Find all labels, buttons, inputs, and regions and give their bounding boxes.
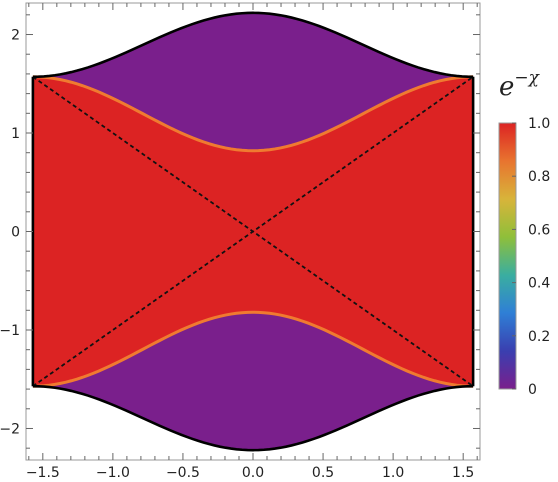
x-tick-label: 1.5 xyxy=(452,465,474,481)
colorbar-title: e−χ xyxy=(499,68,541,102)
plot-frame: −1.5 −1.0 −0.5 0.0 0.5 1.0 1.5 −2 −1 0 1 2 xyxy=(0,2,481,481)
lower-boundary-curve xyxy=(32,384,474,452)
lower-transition-edge xyxy=(32,310,474,388)
plot-area xyxy=(31,11,475,452)
colorbar-tick-label: 0.8 xyxy=(528,169,550,185)
upper-transition-edge xyxy=(32,75,474,153)
x-tick-label: 0.5 xyxy=(312,465,334,481)
colorbar-tick-label: 0.6 xyxy=(528,222,550,238)
y-tick-label: −2 xyxy=(0,421,20,437)
colorbar-gradient xyxy=(498,122,517,390)
x-tick-label: −0.5 xyxy=(166,465,200,481)
y-tick-label: 0 xyxy=(11,225,20,241)
x-tick-label: 0.0 xyxy=(242,465,264,481)
colorbar-title-exponent: −χ xyxy=(514,68,540,88)
colorbar-tick-label: 1.0 xyxy=(528,116,550,132)
x-tick-label: −1.5 xyxy=(26,465,60,481)
y-tick-label: 2 xyxy=(11,28,20,44)
upper-boundary-curve xyxy=(32,11,474,79)
colorbar-tick-label: 0.2 xyxy=(528,329,550,345)
x-tick-label: 1.0 xyxy=(382,465,404,481)
x-tick-label: −1.0 xyxy=(96,465,130,481)
y-tick-label: −1 xyxy=(0,323,20,339)
y-tick-label: 1 xyxy=(11,126,20,142)
colorbar: e−χ 0 0.2 0.4 0.6 0.8 1.0 xyxy=(498,68,550,398)
colorbar-tick-label: 0 xyxy=(528,382,537,398)
diagonal-dashed-line-2 xyxy=(32,76,474,387)
colorbar-tick-label: 0.4 xyxy=(528,276,550,292)
colorbar-title-base: e xyxy=(499,72,514,102)
